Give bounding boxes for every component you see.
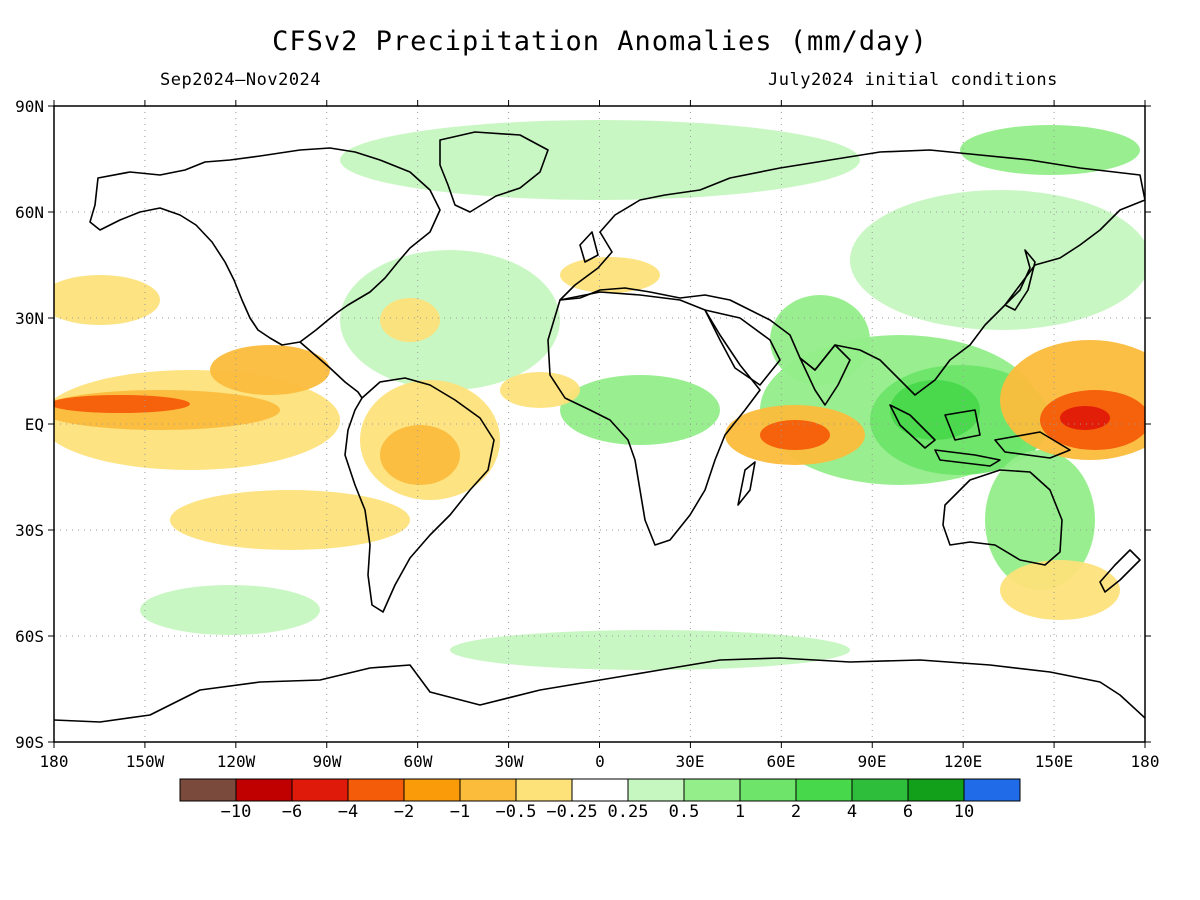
lon-label-30w: 30W	[494, 752, 524, 771]
dry-anomaly-bermuda	[380, 298, 440, 342]
lat-label-eq: EQ	[24, 415, 44, 434]
dry-core-amazon	[380, 425, 460, 485]
axis-ticks	[48, 100, 1151, 748]
dry-anomaly-north-pacific	[54, 275, 160, 325]
colorbar-swatch	[515, 778, 573, 802]
lat-label-30n: 30N	[15, 309, 44, 328]
lon-label-60e: 60E	[766, 752, 796, 771]
wet-anomaly-south-pacific	[140, 585, 320, 635]
wet-anomaly-siberia	[960, 125, 1140, 175]
initial-conditions-label: July2024 initial conditions	[768, 70, 1058, 90]
dry-peak-west-pacific	[1060, 406, 1110, 430]
lon-label-30e: 30E	[675, 752, 705, 771]
map-title: CFSv2 Precipitation Anomalies (mm/day)	[272, 26, 928, 57]
lon-label-60w: 60W	[403, 752, 433, 771]
colorbar-label: 4	[846, 802, 858, 822]
lat-label-60s: 60S	[15, 627, 44, 646]
wet-anomaly-sahel	[560, 375, 720, 445]
colorbar-swatch	[683, 778, 741, 802]
colorbar-swatch	[963, 778, 1021, 802]
dry-anomaly-gulf-of-guinea	[500, 372, 580, 408]
gridlines	[54, 106, 1145, 742]
colorbar-swatch	[403, 778, 461, 802]
colorbar-swatch	[907, 778, 965, 802]
colorbar-swatch	[235, 778, 293, 802]
colorbar-label: 0.25	[607, 802, 649, 822]
dry-core-west-indian-ocean	[760, 420, 830, 450]
lon-label-120e: 120E	[943, 752, 983, 771]
colorbar-label: −10	[220, 802, 252, 822]
colorbar-label: 10	[953, 802, 975, 822]
lat-label-30s: 30S	[15, 521, 44, 540]
colorbar-label: 0.5	[668, 802, 700, 822]
lat-label-90s: 90S	[15, 733, 44, 752]
dry-anomaly-mexico	[210, 345, 330, 395]
colorbar-label: −4	[337, 802, 359, 822]
wet-anomaly-arabian-sea	[770, 295, 870, 385]
colorbar-label: −6	[281, 802, 303, 822]
season-label: Sep2024–Nov2024	[160, 70, 322, 90]
colorbar-label: −1	[449, 802, 471, 822]
lon-label-90w: 90W	[312, 752, 342, 771]
lon-label-90e: 90E	[857, 752, 887, 771]
wet-anomaly-maritime-core	[890, 380, 980, 440]
coastlines	[54, 131, 1145, 723]
colorbar-label: −0.25	[546, 802, 598, 822]
colorbar-label: 1	[734, 802, 746, 822]
colorbar-swatch	[459, 778, 517, 802]
wet-anomaly-southern-ocean	[450, 630, 850, 670]
colorbar-label: 2	[790, 802, 802, 822]
colorbar-swatch	[739, 778, 797, 802]
dry-core-east-pacific	[54, 395, 190, 413]
dry-anomaly-mediterranean	[560, 257, 660, 293]
colorbar-swatch	[627, 778, 685, 802]
colorbar-swatch	[179, 778, 237, 802]
colorbar-swatch	[347, 778, 405, 802]
dry-band-south-pacific	[170, 490, 410, 550]
wet-anomaly-atlantic	[340, 250, 560, 390]
lat-label-90n: 90N	[15, 97, 44, 116]
lon-label-150w: 150W	[125, 752, 165, 771]
colorbar-swatch	[571, 778, 629, 802]
colorbar-label: −0.5	[495, 802, 537, 822]
lon-label-0: 0	[595, 752, 605, 771]
lon-label-180w: 180	[39, 752, 69, 771]
wet-anomaly-nw-pacific	[850, 190, 1145, 330]
lon-label-150e: 150E	[1034, 752, 1074, 771]
lon-label-120w: 120W	[216, 752, 256, 771]
colorbar-label: −2	[393, 802, 415, 822]
lat-label-60n: 60N	[15, 203, 44, 222]
dry-anomaly-south-australia	[1000, 560, 1120, 620]
colorbar	[179, 778, 1021, 802]
colorbar-swatch	[851, 778, 909, 802]
colorbar-swatch	[291, 778, 349, 802]
colorbar-swatch	[795, 778, 853, 802]
colorbar-label: 6	[902, 802, 914, 822]
lon-label-180e: 180	[1130, 752, 1160, 771]
